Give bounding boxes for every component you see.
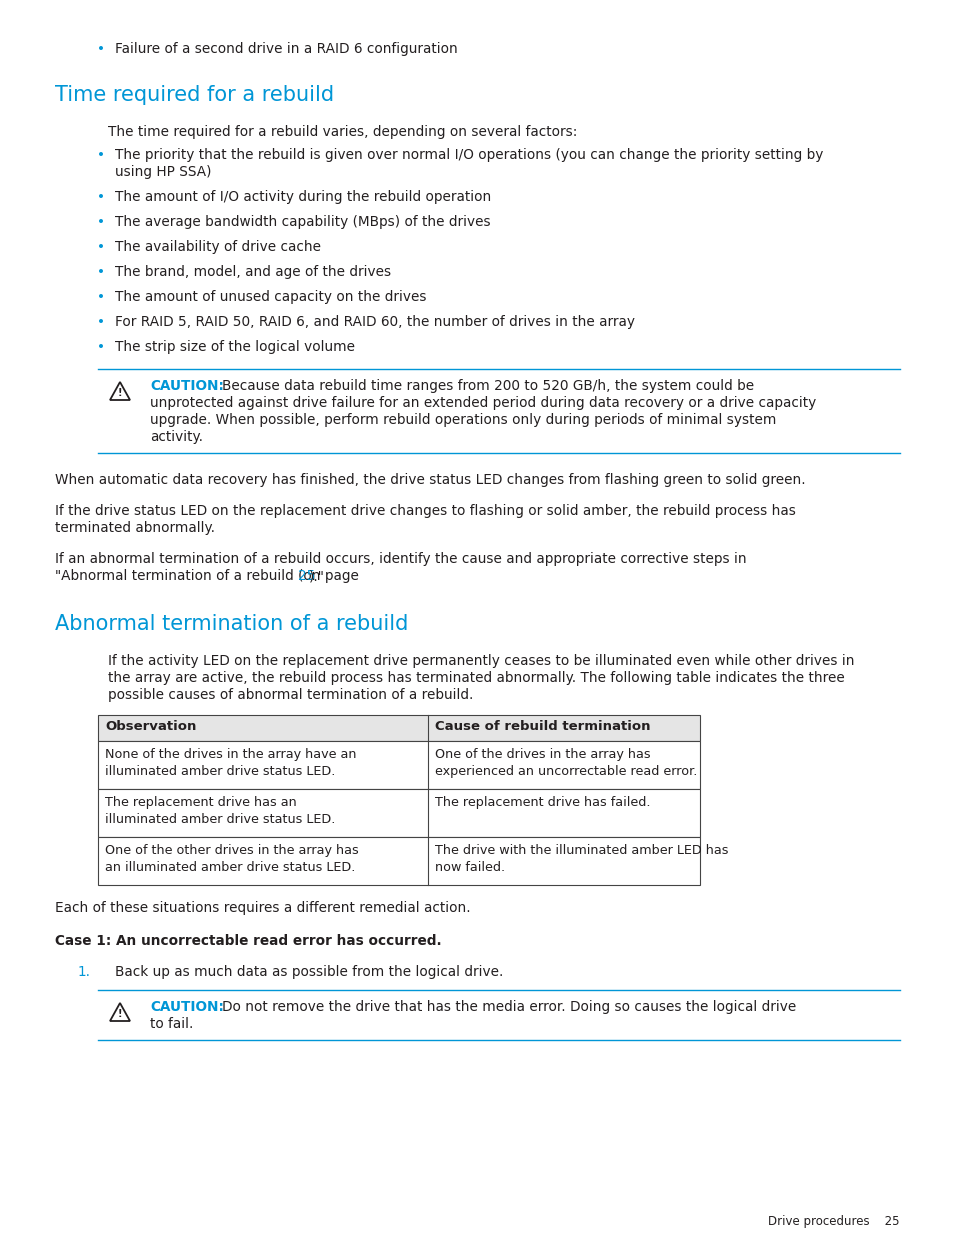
Text: an illuminated amber drive status LED.: an illuminated amber drive status LED. xyxy=(105,861,355,874)
Text: For RAID 5, RAID 50, RAID 6, and RAID 60, the number of drives in the array: For RAID 5, RAID 50, RAID 6, and RAID 60… xyxy=(115,315,635,329)
Text: !: ! xyxy=(117,1009,122,1019)
Text: •: • xyxy=(97,266,105,279)
Text: •: • xyxy=(97,240,105,254)
Text: the array are active, the rebuild process has terminated abnormally. The followi: the array are active, the rebuild proces… xyxy=(108,671,843,685)
Text: One of the drives in the array has: One of the drives in the array has xyxy=(435,748,650,761)
Text: CAUTION:: CAUTION: xyxy=(150,379,224,393)
Text: Do not remove the drive that has the media error. Doing so causes the logical dr: Do not remove the drive that has the med… xyxy=(222,1000,796,1014)
Text: •: • xyxy=(97,215,105,228)
Text: The average bandwidth capability (MBps) of the drives: The average bandwidth capability (MBps) … xyxy=(115,215,490,228)
Text: None of the drives in the array have an: None of the drives in the array have an xyxy=(105,748,356,761)
Text: The availability of drive cache: The availability of drive cache xyxy=(115,240,320,254)
Text: experienced an uncorrectable read error.: experienced an uncorrectable read error. xyxy=(435,764,697,778)
Text: •: • xyxy=(97,148,105,162)
Text: now failed.: now failed. xyxy=(435,861,504,874)
Text: activity.: activity. xyxy=(150,430,203,445)
Text: •: • xyxy=(97,190,105,204)
Text: to fail.: to fail. xyxy=(150,1016,193,1031)
Text: Back up as much data as possible from the logical drive.: Back up as much data as possible from th… xyxy=(115,965,503,979)
Text: 25: 25 xyxy=(297,569,314,583)
Text: The priority that the rebuild is given over normal I/O operations (you can chang: The priority that the rebuild is given o… xyxy=(115,148,822,162)
Text: using HP SSA): using HP SSA) xyxy=(115,165,212,179)
Bar xyxy=(98,715,700,741)
Text: The brand, model, and age of the drives: The brand, model, and age of the drives xyxy=(115,266,391,279)
Bar xyxy=(98,837,700,885)
Text: CAUTION:: CAUTION: xyxy=(150,1000,224,1014)
Text: "Abnormal termination of a rebuild (on page: "Abnormal termination of a rebuild (on p… xyxy=(55,569,363,583)
Text: unprotected against drive failure for an extended period during data recovery or: unprotected against drive failure for an… xyxy=(150,396,816,410)
Bar xyxy=(98,741,700,789)
Text: If the activity LED on the replacement drive permanently ceases to be illuminate: If the activity LED on the replacement d… xyxy=(108,655,854,668)
Text: The drive with the illuminated amber LED has: The drive with the illuminated amber LED… xyxy=(435,844,728,857)
Text: ).": )." xyxy=(309,569,324,583)
Text: Failure of a second drive in a RAID 6 configuration: Failure of a second drive in a RAID 6 co… xyxy=(115,42,457,56)
Text: Abnormal termination of a rebuild: Abnormal termination of a rebuild xyxy=(55,614,408,634)
Text: •: • xyxy=(97,340,105,354)
Text: Each of these situations requires a different remedial action.: Each of these situations requires a diff… xyxy=(55,902,470,915)
Text: If an abnormal termination of a rebuild occurs, identify the cause and appropria: If an abnormal termination of a rebuild … xyxy=(55,552,746,566)
Text: The strip size of the logical volume: The strip size of the logical volume xyxy=(115,340,355,354)
Text: possible causes of abnormal termination of a rebuild.: possible causes of abnormal termination … xyxy=(108,688,473,701)
Text: •: • xyxy=(97,42,105,56)
Text: Cause of rebuild termination: Cause of rebuild termination xyxy=(435,720,650,734)
Text: Observation: Observation xyxy=(105,720,196,734)
Text: illuminated amber drive status LED.: illuminated amber drive status LED. xyxy=(105,764,335,778)
Text: !: ! xyxy=(117,388,122,398)
Text: One of the other drives in the array has: One of the other drives in the array has xyxy=(105,844,358,857)
Text: •: • xyxy=(97,315,105,329)
Text: upgrade. When possible, perform rebuild operations only during periods of minima: upgrade. When possible, perform rebuild … xyxy=(150,412,776,427)
Text: The replacement drive has an: The replacement drive has an xyxy=(105,797,296,809)
Text: Time required for a rebuild: Time required for a rebuild xyxy=(55,85,334,105)
Text: The amount of I/O activity during the rebuild operation: The amount of I/O activity during the re… xyxy=(115,190,491,204)
Bar xyxy=(98,789,700,837)
Text: Because data rebuild time ranges from 200 to 520 GB/h, the system could be: Because data rebuild time ranges from 20… xyxy=(222,379,753,393)
Text: terminated abnormally.: terminated abnormally. xyxy=(55,521,214,535)
Text: •: • xyxy=(97,290,105,304)
Text: When automatic data recovery has finished, the drive status LED changes from fla: When automatic data recovery has finishe… xyxy=(55,473,804,487)
Text: If the drive status LED on the replacement drive changes to flashing or solid am: If the drive status LED on the replaceme… xyxy=(55,504,795,517)
Text: The amount of unused capacity on the drives: The amount of unused capacity on the dri… xyxy=(115,290,426,304)
Text: The time required for a rebuild varies, depending on several factors:: The time required for a rebuild varies, … xyxy=(108,125,577,140)
Text: Drive procedures    25: Drive procedures 25 xyxy=(768,1215,899,1228)
Text: illuminated amber drive status LED.: illuminated amber drive status LED. xyxy=(105,813,335,826)
Text: The replacement drive has failed.: The replacement drive has failed. xyxy=(435,797,650,809)
Text: Case 1: An uncorrectable read error has occurred.: Case 1: An uncorrectable read error has … xyxy=(55,934,441,948)
Text: 1.: 1. xyxy=(78,965,91,979)
